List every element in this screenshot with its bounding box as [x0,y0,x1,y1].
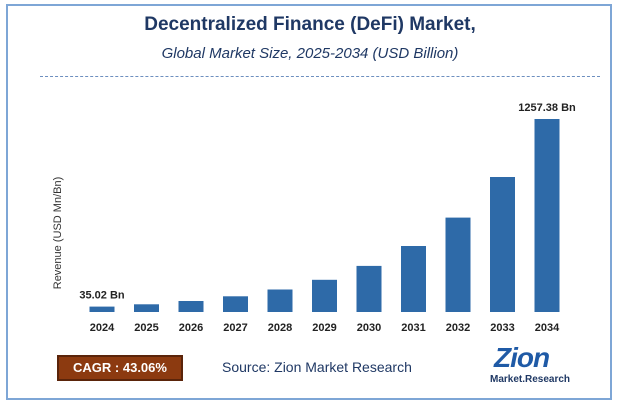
chart-title: Decentralized Finance (DeFi) Market, [144,14,476,35]
cagr-badge: CAGR : 43.06% [57,355,183,381]
bar-2030 [356,265,382,312]
x-tick-2025: 2025 [134,322,158,334]
x-tick-2029: 2029 [312,322,336,334]
x-tick-2032: 2032 [446,322,470,334]
x-tick-group: 2024 2025 2026 2027 2028 2029 2030 2031 2032 2033… [90,322,560,334]
y-axis-label: Revenue (USD Mn/Bn) [52,177,64,290]
bar-2026 [178,301,204,312]
x-tick-2026: 2026 [179,322,203,334]
bar-2025 [134,304,159,312]
x-tick-2030: 2030 [357,322,381,334]
x-tick-2031: 2031 [401,322,425,334]
logo-main-text: Zion [494,342,550,373]
bar-2024 [89,306,115,312]
bar-2033 [490,177,515,312]
x-tick-2033: 2033 [490,322,514,334]
zion-logo: Zion Market.Research [486,342,576,392]
bar-2028 [267,289,293,312]
title-divider [40,76,600,77]
x-tick-2034: 2034 [535,322,560,334]
bar-group [89,119,560,312]
bar-2027 [223,296,248,312]
data-label-2024: 35.02 Bn [79,290,125,302]
data-label-2034: 1257.38 Bn [518,102,576,114]
data-label-group: 35.02 Bn 1257.38 Bn [79,102,576,302]
logo-sub-text: Market.Research [490,374,571,385]
bar-2032 [445,217,471,312]
bar-2029 [312,279,337,312]
source-text: Source: Zion Market Research [222,359,412,375]
x-tick-2027: 2027 [223,322,247,334]
chart-subtitle: Global Market Size, 2025-2034 (USD Billi… [161,45,459,62]
bar-2031 [401,246,426,312]
bar-2034 [534,119,560,312]
x-tick-2024: 2024 [90,322,115,334]
x-tick-2028: 2028 [268,322,292,334]
